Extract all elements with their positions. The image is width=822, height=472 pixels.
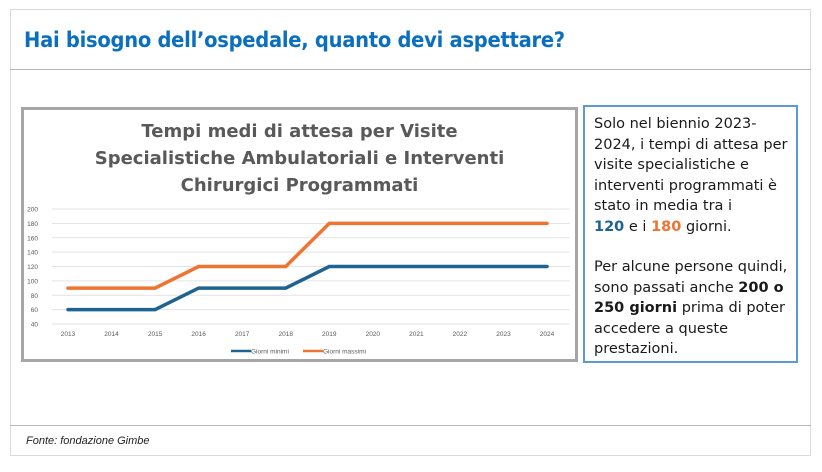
- min-days-value: 120: [594, 218, 625, 235]
- y-tick-label: 100: [27, 278, 38, 285]
- legend-label: Giorni massimi: [323, 349, 366, 356]
- y-tick-label: 40: [31, 322, 39, 329]
- info-box: [583, 105, 798, 363]
- chart-title-line: Specialistiche Ambulatoriali e Intervent…: [94, 148, 505, 169]
- extreme-days-value: 200 o 250 giorni: [594, 279, 784, 317]
- x-tick-label: 2023: [496, 331, 511, 338]
- x-tick-label: 2024: [540, 331, 555, 338]
- y-tick-label: 140: [27, 250, 38, 257]
- x-tick-label: 2019: [322, 331, 337, 338]
- y-tick-label: 160: [27, 235, 38, 242]
- y-tick-label: 200: [27, 207, 38, 214]
- x-tick-label: 2018: [278, 331, 293, 338]
- footer-divider: [10, 425, 811, 426]
- series-line-giorni-minimi: [66, 264, 549, 312]
- y-tick-label: 60: [31, 307, 39, 314]
- y-tick-label: 120: [27, 264, 38, 271]
- source-note: Fonte: fondazione Gimbe: [26, 435, 150, 447]
- legend-label: Giorni minimi: [251, 349, 289, 356]
- x-tick-label: 2022: [453, 331, 468, 338]
- chart-title-line: Chirurgici Programmati: [180, 175, 419, 196]
- x-tick-label: 2013: [61, 331, 76, 338]
- y-tick-label: 80: [31, 293, 39, 300]
- chart-title-line: Tempi medi di attesa per Visite: [141, 121, 458, 142]
- max-days-value: 180: [651, 218, 682, 235]
- x-tick-label: 2014: [104, 331, 119, 338]
- x-tick-label: 2015: [148, 331, 163, 338]
- info-paragraph-2: Per alcune persone quindi, sono passati …: [594, 259, 788, 357]
- info-text: Solo nel biennio 2023-2024, i tempi di a…: [594, 114, 794, 360]
- y-tick-label: 180: [27, 221, 38, 228]
- series-line-giorni-massimi: [66, 221, 549, 290]
- header-divider: [10, 69, 811, 70]
- x-tick-label: 2021: [409, 331, 424, 338]
- x-tick-label: 2016: [191, 331, 206, 338]
- page-title: Hai bisogno dell’ospedale, quanto devi a…: [24, 28, 565, 52]
- chart-container: [21, 107, 578, 362]
- x-tick-label: 2017: [235, 331, 250, 338]
- x-tick-label: 2020: [366, 331, 381, 338]
- chart-title: Tempi medi di attesa per Visite Speciali…: [0, 118, 578, 199]
- info-paragraph-1: Solo nel biennio 2023-2024, i tempi di a…: [594, 116, 788, 235]
